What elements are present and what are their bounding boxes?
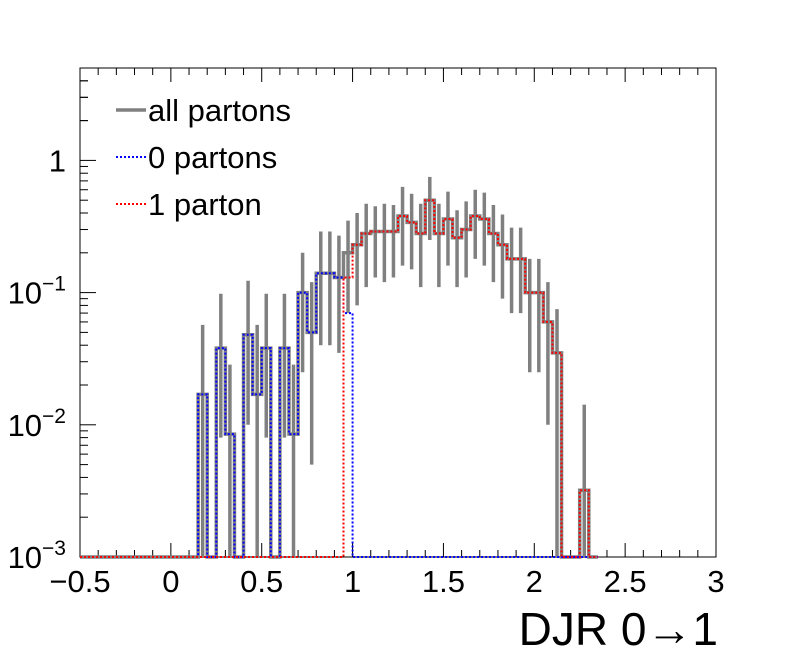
legend-label-1-parton: 1 parton	[148, 187, 262, 222]
x-tick-label: 1	[344, 564, 361, 599]
y-tick-label: 1	[49, 143, 66, 178]
legend: all partons 0 partons 1 parton	[116, 93, 291, 222]
y-tick-label: 10−2	[8, 405, 66, 443]
x-tick-label: 2.5	[604, 564, 647, 599]
x-tick-label: 3	[707, 564, 724, 599]
axis-ticks	[79, 67, 717, 558]
legend-label-0-partons: 0 partons	[148, 140, 277, 175]
x-tick-label: 2	[526, 564, 543, 599]
x-tick-label: 0	[162, 564, 179, 599]
x-tick-label: −0.5	[49, 564, 110, 599]
y-tick-label: 10−1	[8, 273, 66, 311]
y-tick-labels: 10−3 10−2 10−1 1	[8, 143, 66, 575]
y-tick-label: 10−3	[8, 537, 66, 575]
x-axis-label: DJR 0→1	[519, 603, 718, 655]
series-line-1-parton	[80, 199, 598, 558]
series-layer	[80, 198, 598, 559]
legend-label-all-partons: all partons	[148, 93, 291, 128]
x-tick-labels: −0.5 0 0.5 1 1.5 2 2.5 3	[49, 564, 724, 599]
x-tick-label: 0.5	[240, 564, 283, 599]
x-tick-label: 1.5	[422, 564, 465, 599]
error-bars	[200, 176, 587, 557]
